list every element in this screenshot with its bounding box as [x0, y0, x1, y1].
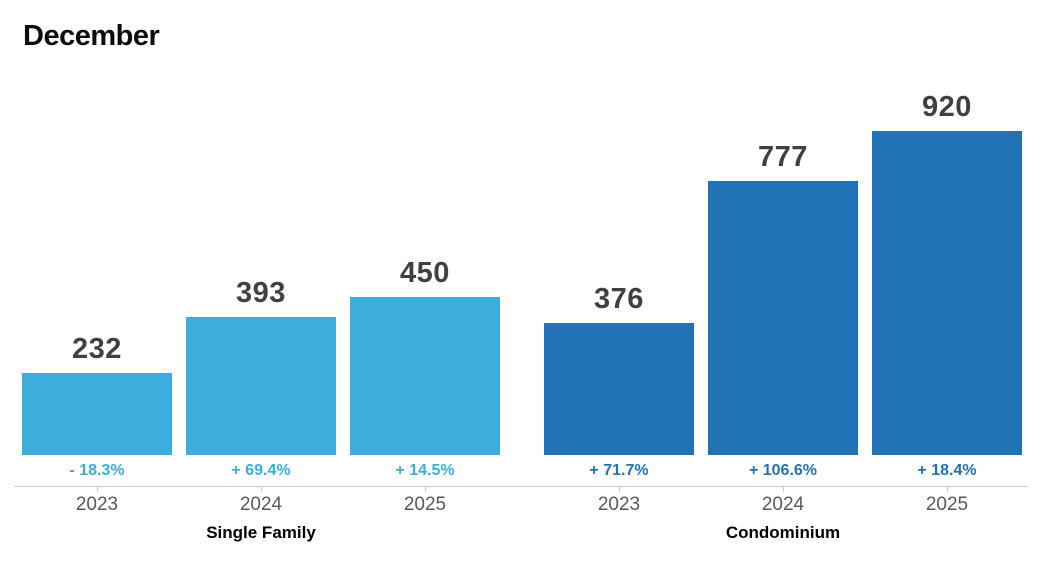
axis-tick	[96, 486, 98, 492]
bar-column-single-family-2023: 232 - 18.3% 2023	[22, 93, 172, 516]
bar-condominium-2025	[872, 131, 1022, 455]
chart-plot-area: 232 - 18.3% 2023 393 + 69.4% 2024	[14, 93, 1028, 543]
x-tick-label: 2024	[239, 494, 283, 515]
bar-column-condominium-2024: 777 + 106.6% 2024	[708, 93, 858, 516]
pct-change-label: + 71.7%	[589, 461, 649, 479]
bar-single-family-2023	[22, 373, 172, 455]
bar-value-label: 777	[758, 141, 808, 174]
pct-change-label: + 18.4%	[917, 461, 977, 479]
axis-tick	[946, 486, 948, 492]
bar-column-condominium-2025: 920 + 18.4% 2025	[872, 93, 1022, 516]
bar-single-family-2025	[350, 296, 500, 455]
axis-tick	[782, 486, 784, 492]
x-tick-label: 2025	[925, 494, 969, 515]
x-axis-line	[14, 486, 1028, 487]
x-tick-label: 2023	[75, 494, 119, 515]
pct-change-label: + 14.5%	[395, 461, 455, 479]
bar-column-single-family-2024: 393 + 69.4% 2024	[186, 93, 336, 516]
group-label-condominium: Condominium	[725, 523, 841, 542]
pct-change-label: + 69.4%	[231, 461, 291, 479]
pct-change-label: - 18.3%	[69, 461, 125, 479]
group-labels-row: Single Family Condominium	[22, 523, 1022, 543]
bar-condominium-2023	[544, 322, 694, 455]
pct-change-label: + 106.6%	[748, 461, 818, 479]
bar-column-condominium-2023: 376 + 71.7% 2023	[544, 93, 694, 516]
group-label-single-family: Single Family	[206, 523, 316, 542]
bar-value-label: 232	[72, 333, 122, 366]
x-tick-label: 2024	[761, 494, 805, 515]
bar-column-single-family-2025: 450 + 14.5% 2025	[350, 93, 500, 516]
bar-value-label: 450	[400, 256, 450, 289]
bar-columns: 232 - 18.3% 2023 393 + 69.4% 2024	[22, 93, 1022, 516]
x-tick-label: 2025	[403, 494, 447, 515]
bar-value-label: 393	[236, 276, 286, 309]
axis-tick	[424, 486, 426, 492]
axis-tick	[618, 486, 620, 492]
axis-tick	[260, 486, 262, 492]
bar-single-family-2024	[186, 316, 336, 455]
bar-value-label: 920	[922, 91, 972, 123]
chart-title: December	[23, 20, 160, 52]
bar-condominium-2024	[708, 181, 858, 455]
bar-value-label: 376	[594, 282, 644, 315]
x-tick-label: 2023	[597, 494, 641, 515]
